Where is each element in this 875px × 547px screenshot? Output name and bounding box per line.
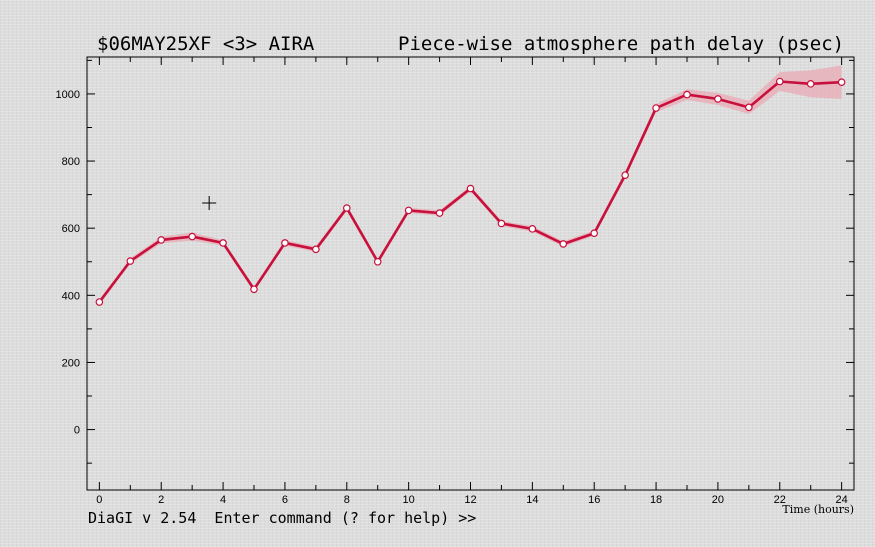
y-tick-label: 800 — [62, 156, 80, 168]
x-tick-label: 20 — [712, 494, 724, 506]
plot-frame — [86, 56, 855, 491]
data-point — [466, 184, 475, 193]
x-tick-label: 4 — [220, 494, 226, 506]
x-tick-label: 12 — [464, 494, 476, 506]
data-point — [250, 285, 258, 294]
x-tick-label: 2 — [158, 494, 164, 506]
data-point — [714, 95, 722, 103]
data-point — [497, 219, 506, 228]
data-point — [837, 78, 846, 86]
y-tick-label: 1000 — [56, 89, 80, 101]
x-tick-label: 14 — [526, 494, 538, 506]
data-point — [157, 236, 166, 244]
x-tick-label: 6 — [282, 494, 288, 506]
x-tick-label: 22 — [774, 494, 786, 506]
y-tick-label: 400 — [62, 290, 80, 302]
data-point — [528, 225, 537, 233]
chart-title-right: Piece-wise atmosphere path delay (psec) — [398, 33, 844, 55]
data-point — [281, 239, 289, 247]
data-point — [590, 229, 599, 238]
data-point — [342, 204, 351, 212]
data-point — [219, 239, 227, 247]
data-point — [745, 103, 753, 112]
data-point — [683, 90, 691, 99]
y-tick-label: 600 — [62, 223, 80, 235]
x-tick-label: 8 — [344, 494, 350, 506]
command-prompt[interactable]: DiaGI v 2.54 Enter command (? for help) … — [88, 509, 477, 527]
data-point — [621, 171, 629, 179]
data-point — [404, 206, 413, 215]
x-tick-label: 16 — [588, 494, 600, 506]
y-tick-label: 200 — [62, 357, 80, 369]
data-point — [188, 232, 196, 241]
x-axis-label: Time (hours) — [782, 503, 854, 516]
x-tick-label: 18 — [650, 494, 662, 506]
y-tick-label: 0 — [74, 425, 80, 437]
data-point — [126, 257, 135, 265]
chart-title-left: $06MAY25XF <3> AIRA — [97, 33, 315, 55]
data-point — [312, 245, 320, 254]
data-point — [95, 298, 104, 306]
x-tick-label: 10 — [403, 494, 415, 506]
data-point — [559, 240, 568, 248]
data-point — [652, 104, 660, 112]
x-tick-label: 24 — [836, 494, 848, 506]
data-point — [435, 209, 444, 217]
data-point — [775, 77, 784, 86]
data-point — [806, 80, 815, 88]
data-point — [373, 257, 382, 266]
x-tick-label: 0 — [96, 494, 102, 506]
